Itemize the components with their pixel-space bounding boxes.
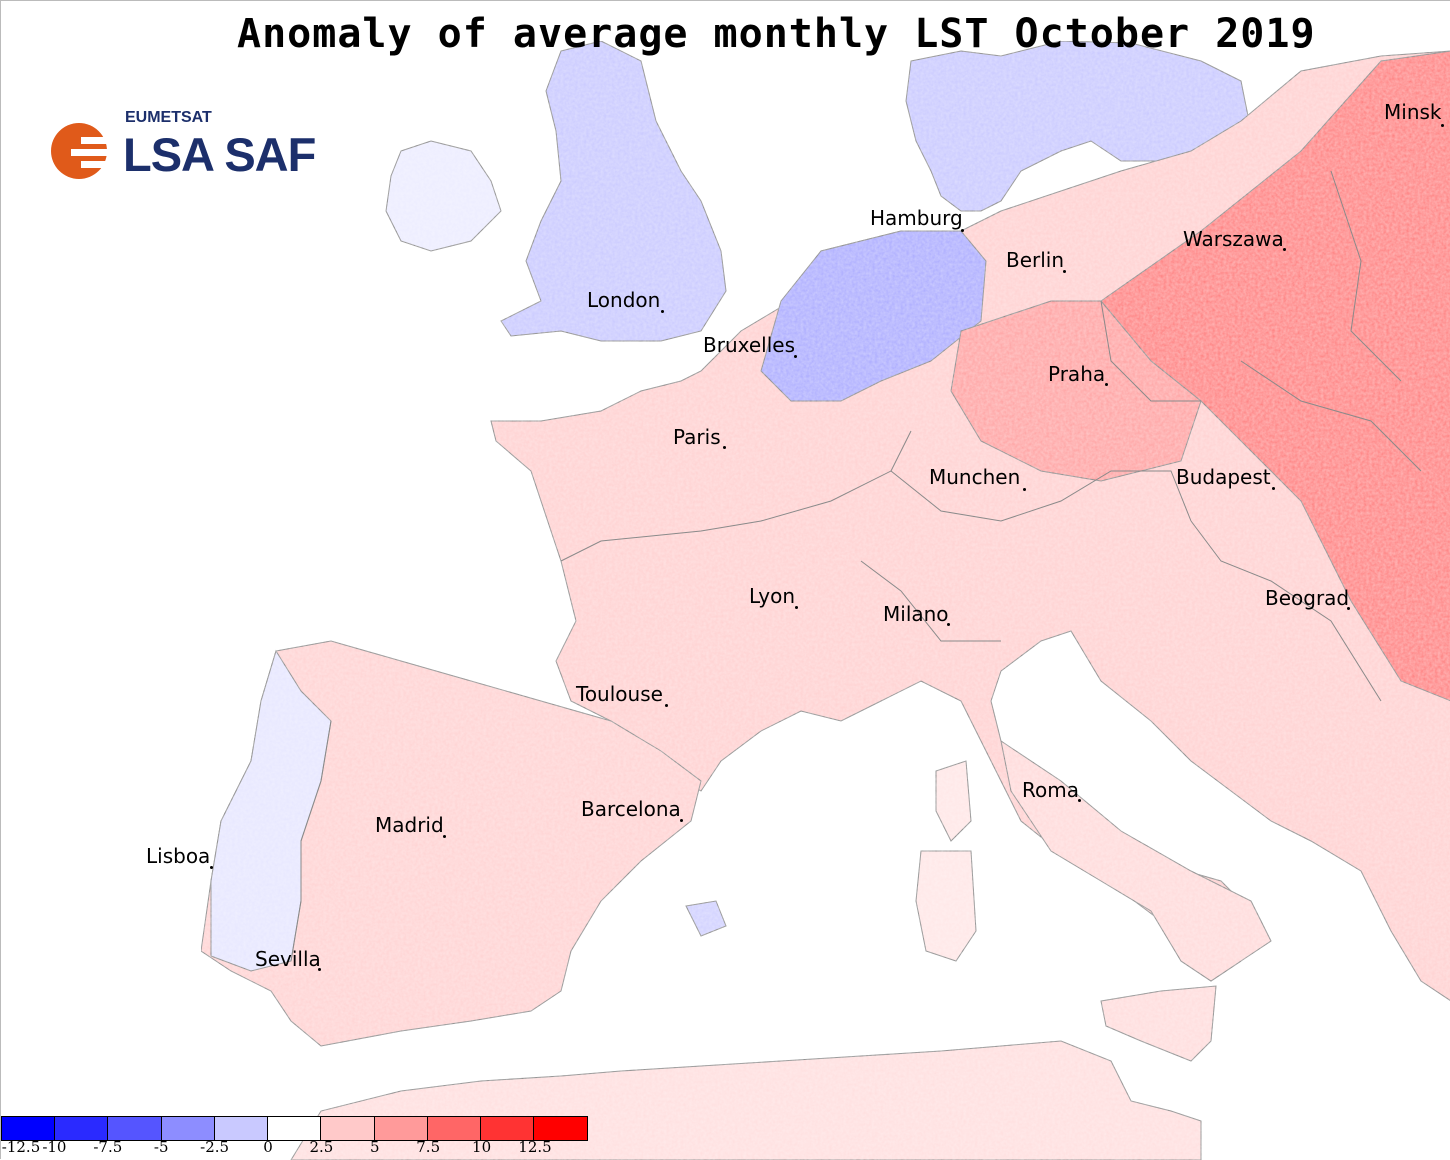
legend-tick-label: 10	[472, 1138, 492, 1156]
city-dot	[947, 623, 950, 626]
city-dot	[443, 835, 446, 838]
great-britain-land	[500, 40, 727, 342]
city-dot	[1078, 799, 1081, 802]
legend-tick-label: -7.5	[93, 1138, 123, 1156]
city-label: Lisboa	[146, 844, 211, 868]
color-legend: -12.5 -10 -7.5 -5 -2.5 0 2.5 5 7.5 10 12.5	[1, 1116, 591, 1160]
legend-tick-label: -10	[42, 1138, 67, 1156]
city-dot	[794, 355, 797, 358]
italy-land	[1000, 739, 1272, 982]
city-label: Bruxelles	[703, 333, 795, 357]
city-dot	[680, 819, 683, 822]
city-dot	[723, 446, 726, 449]
central-warm-zone	[950, 300, 1202, 482]
mallorca-land	[685, 900, 727, 937]
legend-tick-label: -12.5	[1, 1138, 41, 1156]
legend-swatch	[427, 1117, 481, 1140]
legend-tick-label: 0	[263, 1138, 273, 1156]
city-label: Paris	[673, 425, 721, 449]
city-dot	[665, 704, 668, 707]
city-label: Lyon	[749, 584, 796, 608]
legend-swatch	[480, 1117, 535, 1140]
city-dot	[1347, 607, 1350, 610]
city-label: Roma	[1022, 778, 1079, 802]
legend-tick-label: 2.5	[309, 1138, 334, 1156]
city-label: Praha	[1048, 362, 1106, 386]
land-layer	[200, 40, 1450, 1160]
city-label: Barcelona	[581, 797, 681, 821]
logo-name-text: LSA SAF	[123, 128, 316, 181]
city-dot	[1272, 487, 1275, 490]
city-label: Milano	[883, 602, 949, 626]
legend-tick-label: -5	[153, 1138, 169, 1156]
city-dot	[661, 310, 664, 313]
legend-swatch	[214, 1117, 269, 1140]
scandinavia-land	[905, 40, 1252, 212]
city-label: London	[587, 288, 661, 312]
legend-swatch	[321, 1117, 375, 1140]
lsa-saf-logo: EUMETSAT LSA SAF	[49, 109, 329, 189]
legend-swatch	[374, 1117, 428, 1140]
city-label: Beograd	[1265, 586, 1350, 610]
city-dot	[318, 968, 321, 971]
city-label: Sevilla	[255, 947, 321, 971]
legend-color-bar	[1, 1116, 589, 1141]
city-dot	[1063, 270, 1066, 273]
city-dot	[1105, 383, 1108, 386]
sicily-land	[1100, 985, 1217, 1062]
city-dot	[210, 866, 213, 869]
legend-swatch	[2, 1117, 56, 1140]
sardinia-land	[915, 850, 977, 962]
map-title: Anomaly of average monthly LST October 2…	[237, 11, 1316, 57]
city-label: Munchen	[929, 465, 1021, 489]
city-dot	[961, 229, 964, 232]
city-label: Berlin	[1006, 248, 1065, 272]
city-label: Minsk	[1384, 100, 1442, 124]
city-dot	[1283, 248, 1286, 251]
ireland-land	[385, 140, 502, 252]
benelux-cool-zone	[760, 230, 987, 402]
legend-tick-label: 5	[370, 1138, 380, 1156]
city-dot	[1023, 488, 1026, 491]
logo-org-text: EUMETSAT	[125, 109, 212, 126]
city-label: Madrid	[375, 813, 444, 837]
sun-logo-icon	[51, 123, 113, 179]
legend-tick-label: -2.5	[200, 1138, 230, 1156]
country-borders	[290, 170, 1422, 962]
legend-tick-label: 12.5	[518, 1138, 552, 1156]
city-label: Warszawa	[1183, 227, 1284, 251]
legend-swatch	[161, 1117, 215, 1140]
city-label: Toulouse	[576, 682, 663, 706]
city-label: Budapest	[1176, 465, 1271, 489]
city-label: Hamburg	[870, 206, 963, 230]
legend-swatch	[55, 1117, 109, 1140]
city-dot	[1441, 124, 1444, 127]
corsica-land	[935, 760, 972, 842]
legend-swatch	[108, 1117, 162, 1140]
legend-swatch	[534, 1117, 588, 1140]
city-dot	[795, 606, 798, 609]
legend-tick-label: 7.5	[416, 1138, 441, 1156]
legend-swatch	[268, 1117, 322, 1140]
